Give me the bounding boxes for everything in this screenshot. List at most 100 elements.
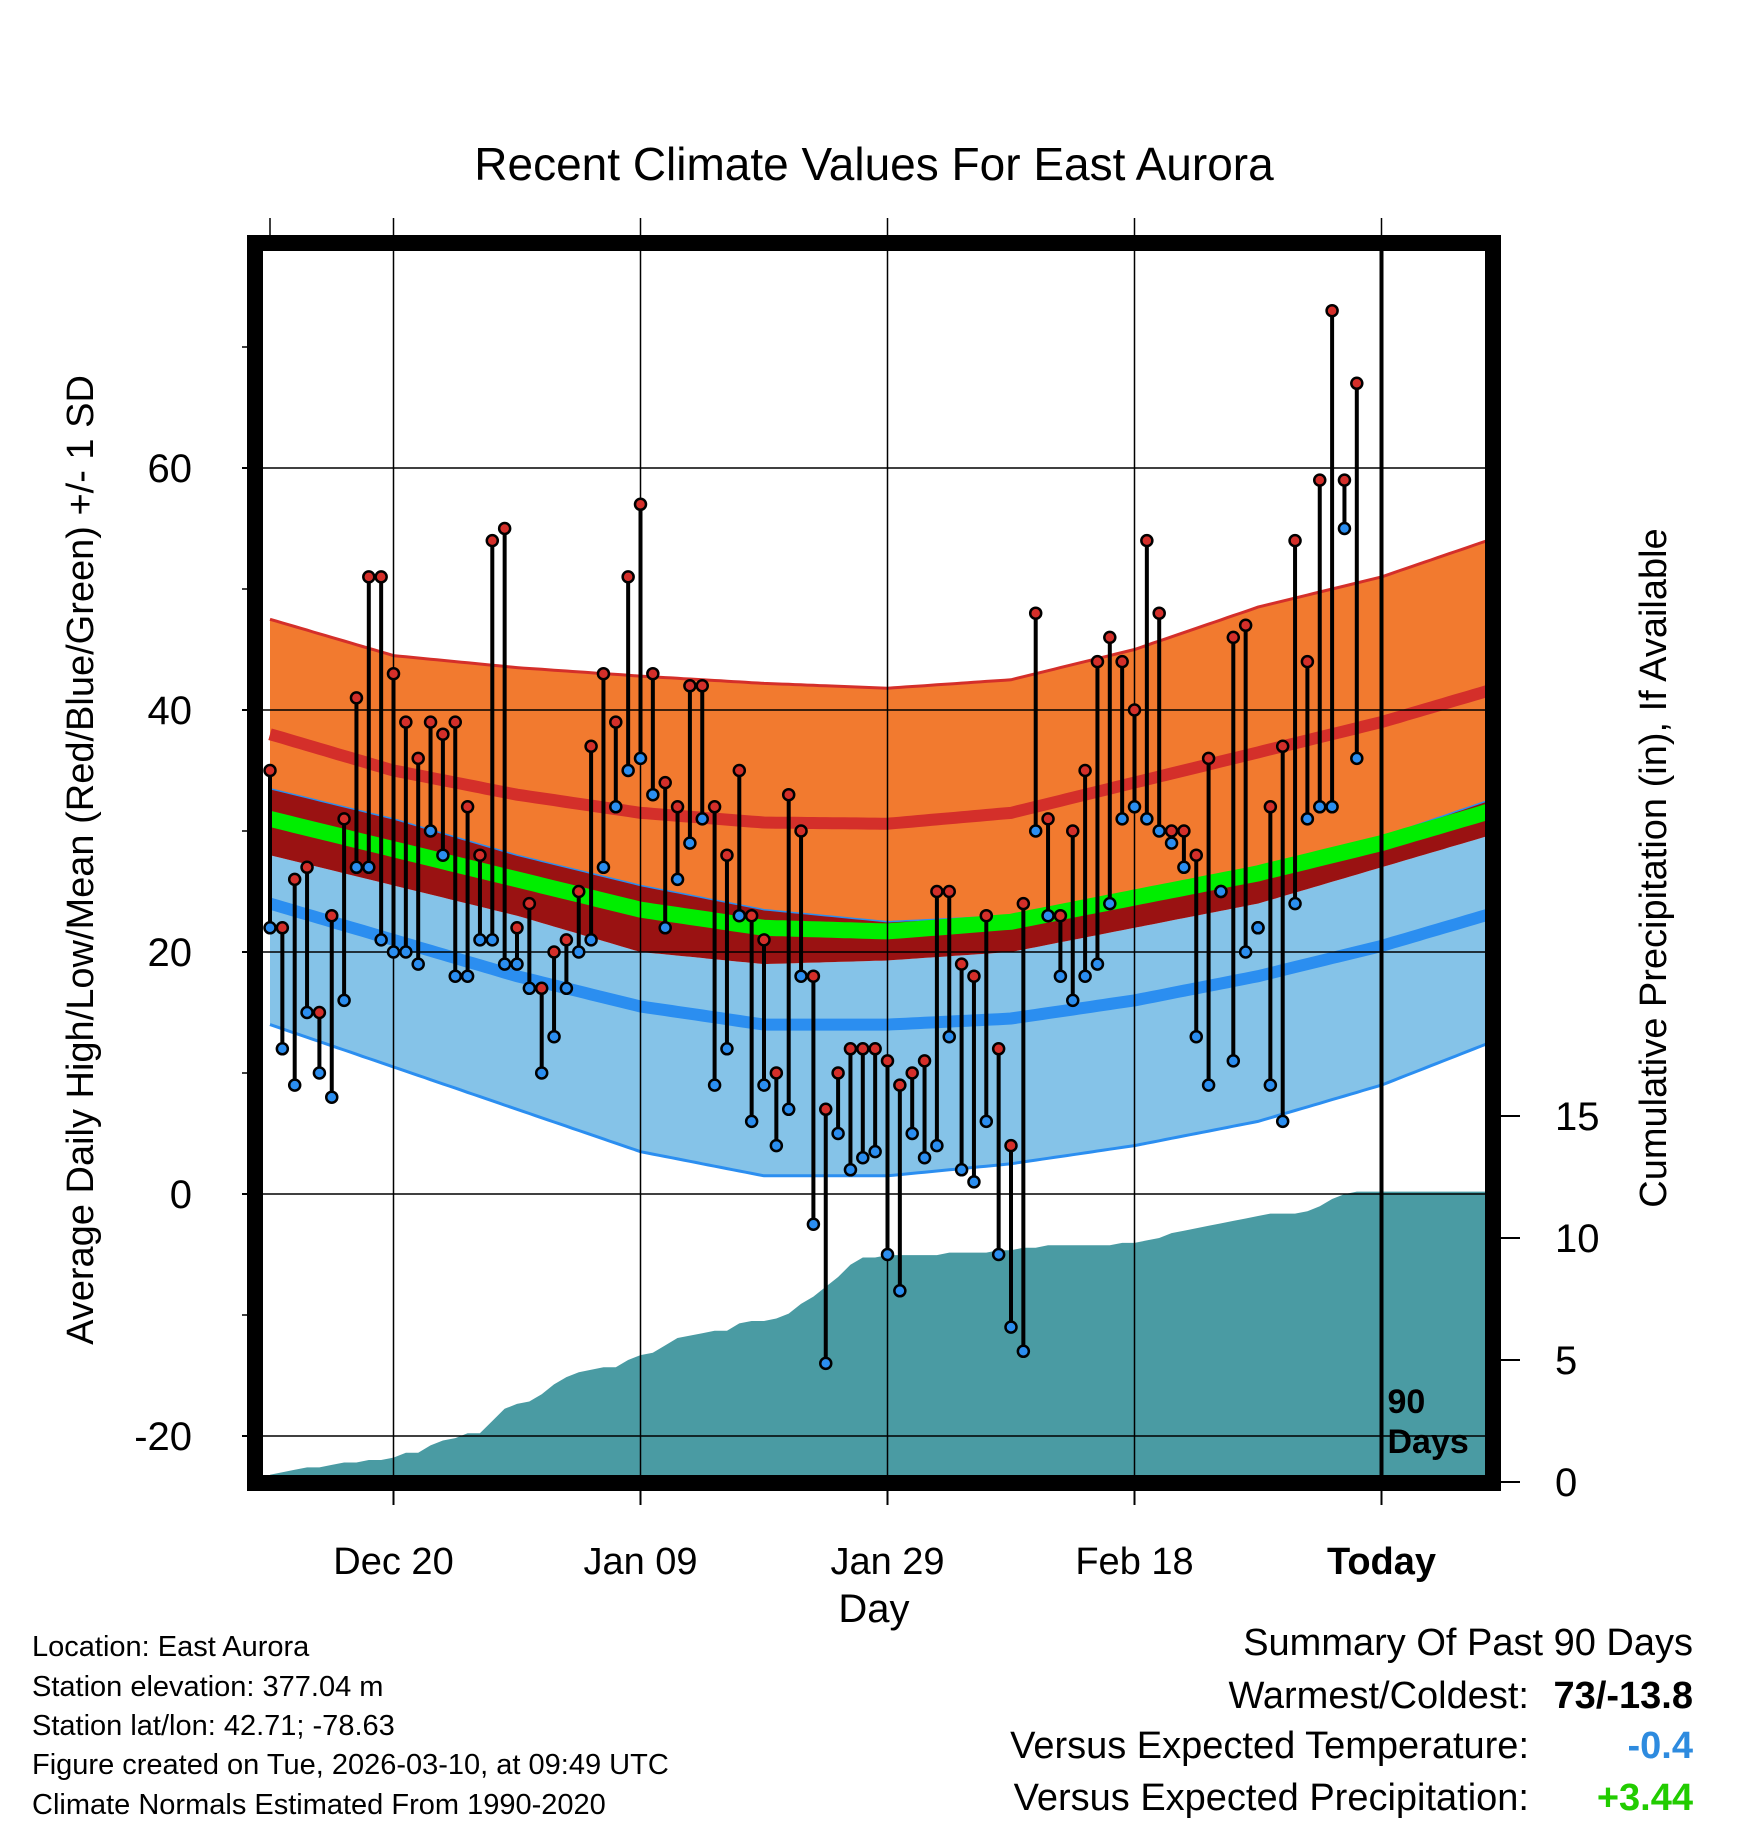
y-tick-label: 0 [170, 1173, 192, 1217]
daily-low-point [991, 1247, 1006, 1262]
daily-high-point [559, 933, 574, 947]
daily-high-point [1325, 303, 1339, 318]
daily-high-point [1275, 739, 1290, 754]
daily-high-point [436, 727, 450, 741]
daily-high-point [1041, 812, 1055, 826]
daily-low-point [1214, 884, 1228, 899]
y-axis-label: Average Daily High/Low/Mean (Red/Blue/Gr… [60, 375, 102, 1345]
daily-high-point [1090, 654, 1105, 669]
daily-low-point [362, 860, 376, 875]
daily-low-point [1028, 824, 1043, 838]
daily-low-point [534, 1066, 549, 1080]
daily-high-point [1238, 618, 1253, 633]
daily-high-point [1263, 800, 1278, 814]
daily-low-point [1164, 836, 1179, 850]
daily-low-point [1016, 1344, 1031, 1359]
daily-high-point [1201, 751, 1216, 766]
daily-low-point [720, 1042, 734, 1056]
daily-high-point [720, 848, 734, 862]
daily-low-point [930, 1138, 944, 1153]
daily-high-point [1004, 1138, 1018, 1153]
daily-high-point [596, 666, 611, 681]
daily-high-point [1115, 654, 1129, 669]
daily-low-point [1004, 1320, 1018, 1334]
station-latlon: Station lat/lon: 42.71; -78.63 [32, 1710, 395, 1742]
daily-low-point [287, 1078, 302, 1092]
x-tick-label: Jan 09 [583, 1541, 697, 1583]
daily-high-point [497, 521, 512, 536]
daily-low-point [893, 1284, 907, 1298]
daily-low-point [263, 921, 277, 935]
mean-sd-band [270, 788, 1490, 965]
precip-area [270, 1191, 1490, 1480]
daily-high-point [683, 679, 697, 693]
today-days-label: 90 [1388, 1383, 1426, 1421]
daily-low-point [423, 824, 438, 838]
daily-high-point [1103, 630, 1117, 645]
daily-high-point [534, 981, 549, 996]
daily-low-point [856, 1150, 870, 1165]
x-tick-label: Dec 20 [333, 1541, 453, 1583]
daily-low-point [1226, 1054, 1241, 1068]
summary-temperature: Versus Expected Temperature: -0.4 [1010, 1725, 1693, 1768]
daily-high-point [312, 1005, 327, 1020]
daily-low-point [337, 993, 351, 1008]
daily-high-point [806, 969, 821, 983]
temp-label: Versus Expected Temperature: [1010, 1725, 1529, 1767]
y-tick-label: 40 [148, 689, 193, 733]
daily-low-point [905, 1126, 919, 1141]
daily-high-point [954, 957, 969, 971]
daily-low-point [967, 1175, 981, 1189]
daily-high-point [263, 763, 277, 778]
daily-low-point [547, 1029, 561, 1044]
daily-low-point [460, 969, 475, 983]
daily-high-point [621, 570, 635, 584]
daily-low-point [1078, 969, 1092, 983]
daily-low-point [1090, 957, 1105, 971]
warmest-coldest-label: Warmest/Coldest: [1228, 1675, 1529, 1717]
daily-high-point [374, 570, 388, 584]
daily-low-point [670, 872, 685, 887]
plot-frame [247, 235, 1501, 1491]
summary-title: Summary Of Past 90 Days [1243, 1622, 1693, 1664]
x-tick-label: Today [1327, 1541, 1436, 1583]
daily-low-point [497, 957, 512, 971]
plot-content [258, 246, 1490, 1480]
daily-high-point [1066, 824, 1080, 838]
daily-high-point [287, 872, 302, 887]
daily-high-point [584, 739, 598, 754]
daily-low-point [1238, 945, 1253, 959]
daily-low-point [917, 1150, 932, 1165]
daily-low-point [1127, 800, 1142, 814]
low-sd-band [270, 835, 1490, 1176]
daily-low-point [954, 1163, 969, 1177]
daily-low-point [510, 957, 524, 971]
daily-low-point [1066, 993, 1080, 1008]
y2-tick-label: 15 [1555, 1095, 1600, 1139]
x-tick-label: Feb 18 [1075, 1541, 1193, 1583]
daily-high-point [991, 1042, 1006, 1056]
daily-high-point [1313, 473, 1327, 487]
daily-low-point [1337, 521, 1352, 536]
daily-low-point [1041, 908, 1055, 923]
daily-high-point [942, 884, 956, 899]
daily-low-point [300, 1005, 314, 1020]
daily-high-point [473, 848, 487, 862]
daily-high-point [843, 1042, 858, 1056]
precip-label: Versus Expected Precipitation: [1013, 1777, 1529, 1819]
daily-high-point [658, 775, 672, 790]
daily-low-point [781, 1102, 796, 1117]
warmest-coldest-value: 73/-13.8 [1553, 1675, 1693, 1717]
daily-low-point [1275, 1114, 1290, 1129]
daily-high-point [386, 666, 401, 681]
daily-high-point [609, 715, 623, 729]
daily-high-point [399, 715, 413, 729]
daily-high-point [1164, 824, 1179, 838]
daily-high-point [1016, 896, 1031, 911]
daily-high-point [510, 921, 524, 935]
daily-low-point [1300, 812, 1315, 826]
y2-tick-label: 10 [1555, 1217, 1600, 1261]
daily-low-point [633, 751, 648, 766]
daily-high-point [572, 884, 586, 899]
